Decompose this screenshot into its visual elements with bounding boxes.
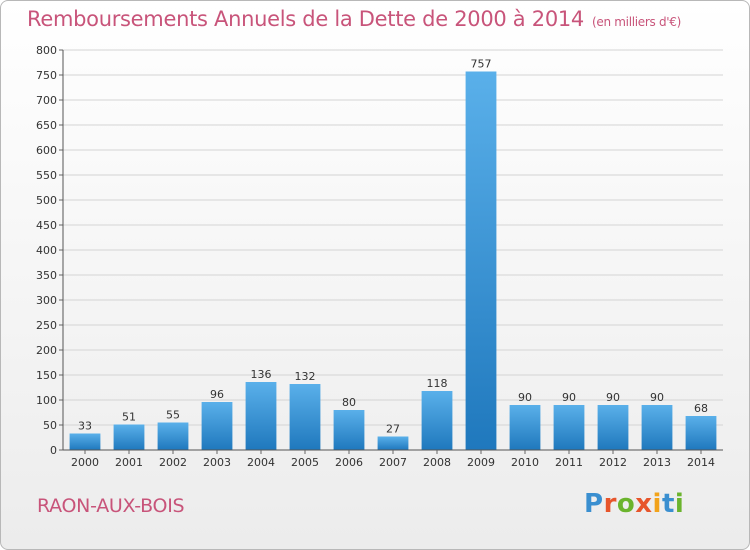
bar	[289, 384, 321, 450]
y-tick-label: 200	[36, 344, 57, 357]
bar-value-label: 33	[78, 420, 92, 433]
x-tick-label: 2013	[643, 456, 671, 469]
bar-value-label: 90	[518, 391, 532, 404]
x-tick-label: 2004	[247, 456, 275, 469]
y-tick-label: 150	[36, 369, 57, 382]
y-tick-label: 250	[36, 319, 57, 332]
x-tick-label: 2011	[555, 456, 583, 469]
x-tick-label: 2000	[71, 456, 99, 469]
bar-value-label: 132	[295, 370, 316, 383]
x-tick-label: 2010	[511, 456, 539, 469]
y-tick-label: 50	[43, 419, 57, 432]
x-tick-label: 2008	[423, 456, 451, 469]
bar	[553, 405, 585, 450]
x-tick-label: 2003	[203, 456, 231, 469]
x-tick-label: 2007	[379, 456, 407, 469]
bar	[597, 405, 629, 450]
bar-value-label: 80	[342, 396, 356, 409]
y-tick-label: 750	[36, 69, 57, 82]
y-tick-label: 450	[36, 219, 57, 232]
y-tick-label: 700	[36, 94, 57, 107]
y-tick-label: 500	[36, 194, 57, 207]
bar	[333, 410, 365, 450]
bar	[685, 416, 717, 450]
y-tick-label: 600	[36, 144, 57, 157]
x-tick-label: 2014	[687, 456, 715, 469]
x-tick-label: 2009	[467, 456, 495, 469]
bar-value-label: 90	[650, 391, 664, 404]
bar	[201, 402, 233, 450]
y-tick-label: 800	[36, 44, 57, 57]
bar	[509, 405, 541, 450]
y-tick-label: 350	[36, 269, 57, 282]
bar-value-label: 136	[251, 368, 272, 381]
chart-title-text: Remboursements Annuels de la Dette de 20…	[27, 7, 584, 31]
bar	[377, 436, 409, 450]
city-name: RAON-AUX-BOIS	[37, 495, 185, 517]
x-tick-label: 2001	[115, 456, 143, 469]
x-tick-label: 2006	[335, 456, 363, 469]
bar	[245, 382, 277, 450]
bar	[69, 433, 101, 450]
x-tick-label: 2002	[159, 456, 187, 469]
bar-value-label: 27	[386, 423, 400, 436]
bar	[421, 391, 453, 450]
bar	[157, 422, 189, 450]
y-tick-label: 650	[36, 119, 57, 132]
x-tick-label: 2005	[291, 456, 319, 469]
bar	[113, 424, 145, 450]
x-tick-label: 2012	[599, 456, 627, 469]
y-tick-label: 550	[36, 169, 57, 182]
bar-value-label: 757	[471, 58, 492, 71]
y-tick-label: 100	[36, 394, 57, 407]
bar-value-label: 68	[694, 402, 708, 415]
bar	[465, 71, 497, 450]
bar-value-label: 55	[166, 409, 180, 422]
bar	[641, 405, 673, 450]
y-tick-label: 0	[50, 444, 57, 457]
proxiti-logo[interactable]: Proxiti	[584, 489, 685, 519]
bar-value-label: 118	[427, 377, 448, 390]
bar-value-label: 51	[122, 411, 136, 424]
bar-value-label: 96	[210, 388, 224, 401]
bar-value-label: 90	[606, 391, 620, 404]
y-tick-label: 300	[36, 294, 57, 307]
chart-subtitle: (en milliers d'€)	[592, 15, 682, 29]
bar-value-label: 90	[562, 391, 576, 404]
chart-title: Remboursements Annuels de la Dette de 20…	[27, 7, 681, 31]
y-tick-label: 400	[36, 244, 57, 257]
